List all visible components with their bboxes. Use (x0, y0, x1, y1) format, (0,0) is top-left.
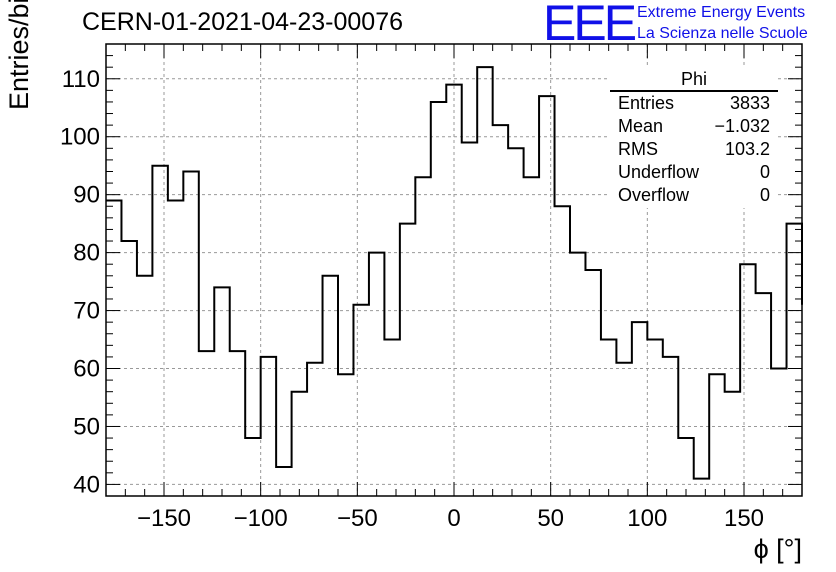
stats-row-overflow: Overflow 0 (610, 184, 778, 207)
y-tick-label: 110 (62, 66, 100, 93)
y-tick-label: 60 (73, 356, 100, 383)
y-tick-label: 80 (73, 240, 100, 267)
y-axis-label: Entries/bin (4, 0, 34, 110)
histogram-step-line (106, 66, 803, 480)
y-tick-label: 100 (60, 124, 100, 151)
stats-label: RMS (618, 139, 658, 159)
stats-label: Underflow (618, 162, 700, 182)
stats-value: 3833 (729, 93, 770, 113)
y-tick-label: 40 (73, 471, 100, 498)
stats-value: −1.032 (714, 116, 770, 136)
y-axis-ticks: 40 50 60 70 80 90 100 110 (60, 43, 802, 498)
logo-caption-line1: Extreme Energy Events (637, 4, 806, 21)
eee-logo: EEE (543, 0, 637, 51)
stats-row-underflow: Underflow 0 (610, 161, 778, 184)
stats-title: Phi (610, 68, 778, 92)
x-tick-label: −50 (337, 505, 378, 532)
stats-value: 0 (759, 185, 770, 205)
x-tick-label: 0 (447, 505, 460, 532)
x-tick-label: 50 (537, 505, 564, 532)
x-axis-label: ϕ [°] (753, 534, 802, 564)
logo-caption: Extreme Energy Events La Scienza nelle S… (637, 2, 808, 44)
stats-row-mean: Mean −1.032 (610, 115, 778, 138)
y-tick-label: 90 (73, 182, 100, 209)
x-axis-ticks: −150 −100 −50 0 50 100 150 (105, 44, 803, 532)
x-tick-label: −100 (234, 505, 288, 532)
x-tick-label: −150 (137, 505, 191, 532)
stats-box: Phi Entries 3833 Mean −1.032 RMS 103.2 U… (610, 68, 778, 208)
stats-value: 0 (759, 162, 770, 182)
stats-value: 103.2 (724, 139, 770, 159)
stats-label: Entries (618, 93, 675, 113)
stats-label: Mean (618, 116, 664, 136)
logo-caption-line2: La Scienza nelle Scuole (637, 25, 808, 42)
y-tick-label: 50 (73, 413, 100, 440)
chart-title: CERN-01-2021-04-23-00076 (82, 8, 404, 36)
x-tick-label: 100 (627, 505, 667, 532)
stats-label: Overflow (618, 185, 690, 205)
plot-frame (105, 43, 803, 497)
y-tick-label: 70 (73, 298, 100, 325)
stats-row-rms: RMS 103.2 (610, 138, 778, 161)
grid-lines (106, 44, 802, 496)
stats-row-entries: Entries 3833 (610, 92, 778, 115)
x-tick-label: 150 (724, 505, 764, 532)
